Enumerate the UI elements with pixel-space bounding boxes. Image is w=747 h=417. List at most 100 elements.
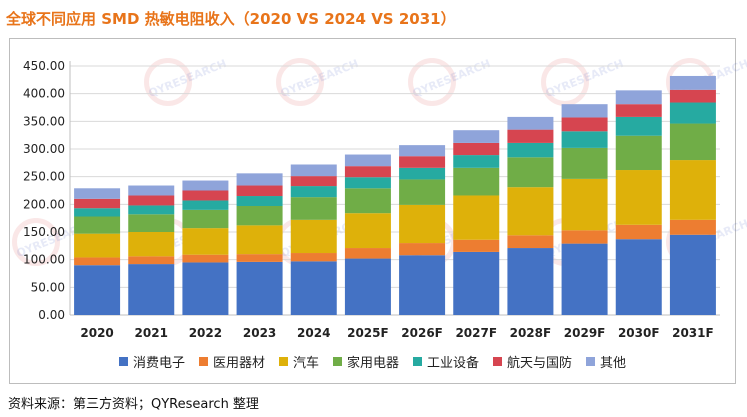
- bar-segment: [561, 178, 608, 231]
- bar-segment: [182, 262, 229, 315]
- y-tick-label: 400.00: [23, 87, 65, 101]
- bar-segment: [615, 170, 662, 225]
- y-tick-label: 50.00: [31, 280, 65, 294]
- watermark-logo-icon: [12, 218, 60, 266]
- bar-segment: [561, 230, 608, 244]
- x-tick-label: 2020: [80, 326, 113, 340]
- bar-segment: [507, 142, 554, 158]
- bar-segment: [453, 167, 500, 196]
- bar-segment: [290, 176, 337, 187]
- bar-segment: [290, 219, 337, 254]
- chart-title: 全球不同应用 SMD 热敏电阻收入（2020 VS 2024 VS 2031）: [6, 10, 456, 28]
- y-tick-label: 150.00: [23, 225, 65, 239]
- legend-label: 医用器材: [213, 356, 265, 371]
- bar-segment: [344, 166, 391, 178]
- legend-label: 汽车: [293, 355, 319, 371]
- bar-segment: [182, 228, 229, 255]
- bar-segment: [182, 190, 229, 201]
- bar-segment: [236, 185, 283, 197]
- watermark-logo-icon: [408, 58, 456, 106]
- bar-segment: [74, 265, 121, 315]
- legend-swatch: [279, 357, 288, 366]
- bar-segment: [128, 195, 175, 206]
- y-tick-label: 200.00: [23, 197, 65, 211]
- x-tick-label: 2024: [297, 326, 330, 340]
- bar-segment: [74, 216, 121, 234]
- bar-segment: [453, 155, 500, 168]
- bar-segment: [128, 214, 175, 232]
- bar-segment: [507, 116, 554, 130]
- bar-segment: [669, 160, 716, 220]
- bar-segment: [399, 156, 446, 168]
- legend-label: 家用电器: [347, 355, 399, 371]
- bar-segment: [344, 258, 391, 315]
- bar-segment: [74, 188, 121, 199]
- bar-segment: [399, 145, 446, 157]
- y-tick-label: 350.00: [23, 114, 65, 128]
- bar-segment: [399, 204, 446, 244]
- y-tick-label: 300.00: [23, 142, 65, 156]
- bar-segment: [290, 164, 337, 177]
- legend-label: 航天与国防: [507, 355, 572, 371]
- bar-segment: [74, 198, 121, 209]
- bar-segment: [561, 147, 608, 179]
- x-tick-label: 2025F: [347, 326, 389, 340]
- bar-segment: [236, 261, 283, 315]
- bar-segment: [453, 142, 500, 156]
- x-tick-label: 2030F: [618, 326, 660, 340]
- legend-label: 其他: [600, 356, 626, 371]
- bar-segment: [669, 219, 716, 235]
- x-tick-label: 2021: [135, 326, 168, 340]
- bar-segment: [399, 179, 446, 205]
- bar-segment: [182, 254, 229, 263]
- bar-segment: [344, 188, 391, 214]
- legend-swatch: [333, 357, 342, 366]
- bar-segment: [74, 233, 121, 258]
- y-tick-label: 0.00: [38, 308, 65, 322]
- bar-segment: [561, 117, 608, 132]
- bar-segment: [615, 116, 662, 136]
- source-note: 资料来源：第三方资料；QYResearch 整理: [8, 397, 259, 412]
- bar-segment: [74, 257, 121, 266]
- bar-segment: [561, 104, 608, 118]
- bar-segment: [507, 157, 554, 188]
- bar-segment: [453, 195, 500, 240]
- bar-segment: [236, 173, 283, 186]
- bar-segment: [344, 248, 391, 259]
- y-tick-label: 450.00: [23, 59, 65, 73]
- bar-segment: [182, 180, 229, 191]
- bar-segment: [615, 135, 662, 171]
- bar-segment: [669, 234, 716, 315]
- y-tick-label: 100.00: [23, 253, 65, 267]
- bar-segment: [128, 232, 175, 257]
- bar-segment: [290, 186, 337, 198]
- x-tick-label: 2022: [189, 326, 222, 340]
- bar-segment: [399, 255, 446, 315]
- bar-segment: [615, 90, 662, 105]
- bar-segment: [344, 154, 391, 167]
- bar-segment: [182, 200, 229, 210]
- bar-segment: [561, 243, 608, 315]
- bar-segment: [399, 243, 446, 256]
- bar-segment: [128, 256, 175, 265]
- legend-swatch: [413, 357, 422, 366]
- x-tick-label: 2027F: [455, 326, 497, 340]
- bar-segment: [669, 123, 716, 161]
- bar-segment: [128, 185, 175, 196]
- bar-segment: [669, 89, 716, 103]
- bar-segment: [615, 239, 662, 315]
- bar-segment: [453, 251, 500, 315]
- bar-segment: [128, 264, 175, 315]
- bar-segment: [290, 253, 337, 262]
- bar-segment: [290, 261, 337, 315]
- bar-segment: [507, 248, 554, 315]
- x-tick-label: 2028F: [510, 326, 552, 340]
- bar-segment: [74, 208, 121, 217]
- bar-segment: [290, 197, 337, 220]
- bar-segment: [615, 104, 662, 117]
- bar-segment: [453, 130, 500, 143]
- bar-segment: [236, 225, 283, 255]
- bar-segment: [399, 167, 446, 180]
- x-tick-label: 2031F: [672, 326, 714, 340]
